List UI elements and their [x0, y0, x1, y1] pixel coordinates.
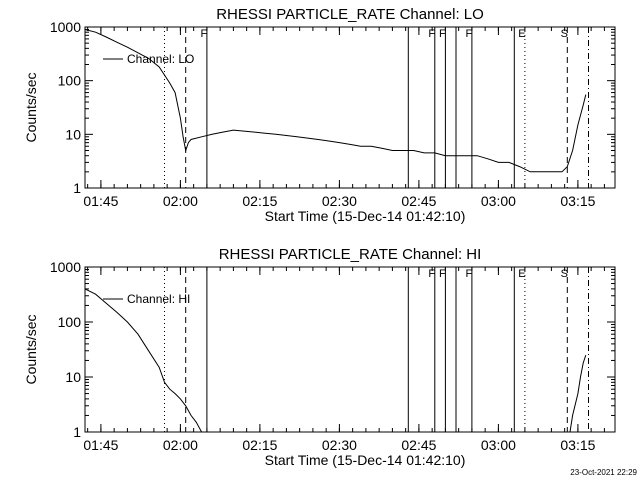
x-tick-label: 03:00: [481, 437, 516, 453]
x-tick-label: 01:45: [83, 193, 118, 209]
x-tick-label: 02:00: [163, 193, 198, 209]
series-line: [84, 29, 587, 173]
x-tick-label: 02:15: [242, 193, 277, 209]
x-tick-label: 03:00: [481, 193, 516, 209]
x-axis-label: Start Time (15-Dec-14 01:42:10): [265, 208, 466, 224]
x-tick-label: 02:30: [322, 437, 357, 453]
y-tick-label: 100: [58, 314, 82, 330]
plot-frame: [84, 266, 616, 433]
y-tick-label: 1000: [50, 19, 81, 35]
chart-title: RHESSI PARTICLE_RATE Channel: LO: [216, 6, 484, 23]
y-tick-label: 1: [73, 180, 81, 196]
series-line: [84, 288, 203, 433]
y-tick-label: 10: [65, 369, 81, 385]
footer-timestamp: 23-Oct-2021 22:29: [570, 468, 637, 477]
chart-title: RHESSI PARTICLE_RATE Channel: HI: [219, 246, 482, 263]
x-tick-label: 02:15: [242, 437, 277, 453]
plot-frame: [84, 26, 616, 189]
flag-label: F: [466, 268, 473, 280]
x-tick-label: 02:45: [401, 437, 436, 453]
flag-label: S: [561, 268, 568, 280]
x-tick-label: 03:15: [560, 437, 595, 453]
flag-label: F: [439, 268, 446, 280]
legend-label: Channel: LO: [127, 52, 194, 66]
y-axis-label: Counts/sec: [23, 314, 39, 384]
lo-channel-panel: RHESSI PARTICLE_RATE Channel: LO 1 10 100 10…: [23, 6, 616, 224]
legend-label: Channel: HI: [127, 292, 190, 306]
flag-label: E: [518, 28, 525, 40]
flag-label: E: [518, 268, 525, 280]
flag-label: F: [428, 268, 435, 280]
x-tick-label: 01:45: [83, 437, 118, 453]
y-tick-label: 1: [73, 424, 81, 440]
y-tick-label: 100: [58, 73, 82, 89]
x-tick-label: 02:00: [163, 437, 198, 453]
x-axis-label: Start Time (15-Dec-14 01:42:10): [265, 452, 466, 468]
flag-label: F: [439, 28, 446, 40]
y-axis-label: Counts/sec: [23, 72, 39, 142]
x-tick-label: 02:45: [401, 193, 436, 209]
flag-label: F: [428, 28, 435, 40]
x-tick-label: 03:15: [560, 193, 595, 209]
hi-channel-panel: RHESSI PARTICLE_RATE Channel: HI 1 10 100 10…: [23, 246, 616, 468]
x-tick-label: 02:30: [322, 193, 357, 209]
y-tick-label: 10: [65, 126, 81, 142]
y-tick-label: 1000: [50, 259, 81, 275]
flag-label: F: [466, 28, 473, 40]
flag-label: F: [201, 28, 208, 40]
flag-label: S: [561, 28, 568, 40]
series-line: [569, 354, 587, 433]
